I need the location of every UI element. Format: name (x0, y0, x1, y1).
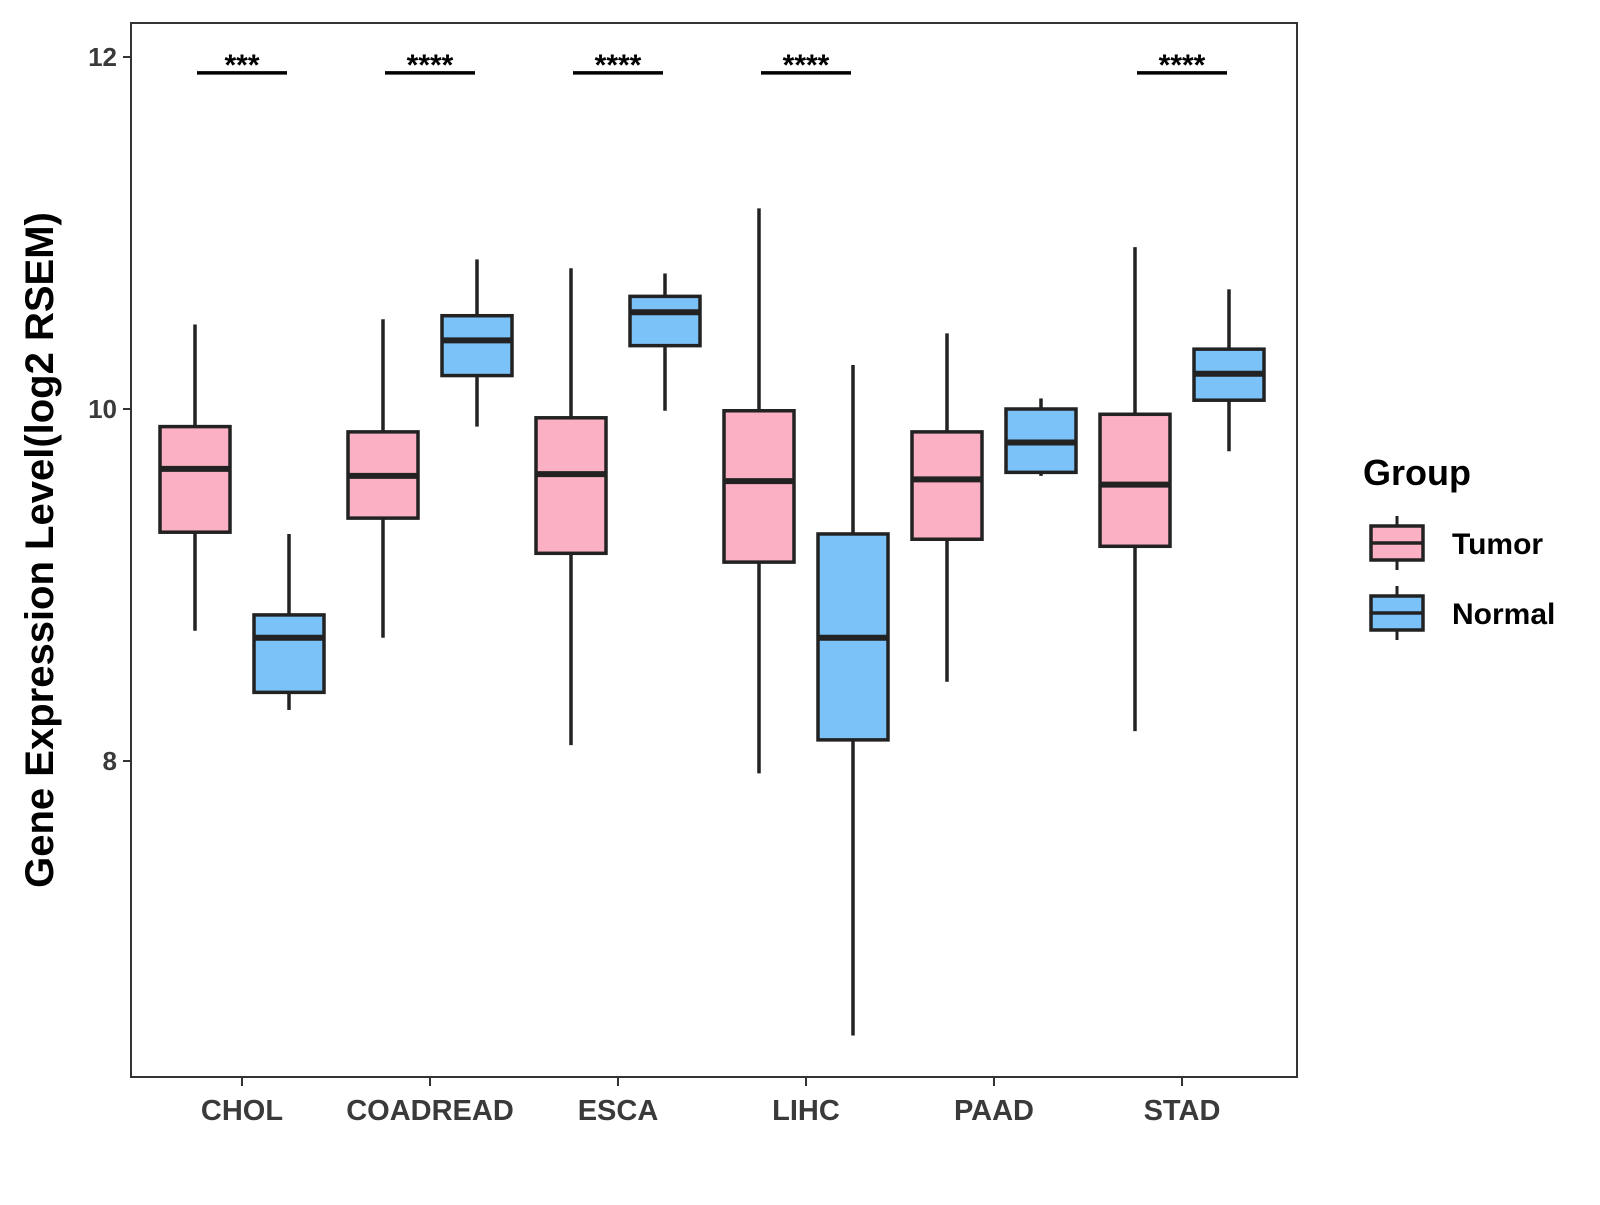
box-normal-stad (1192, 289, 1266, 452)
legend-label-normal: Normal (1452, 598, 1555, 631)
x-tick-label-lihc: LIHC (772, 1095, 840, 1127)
y-tick-label-8: 8 (103, 746, 117, 776)
box-tumor-coadread (346, 319, 420, 638)
box-normal-paad (1004, 398, 1078, 476)
y-axis: 8 10 12 (88, 42, 131, 776)
box-normal-coadread (440, 259, 514, 427)
box-tumor-lihc (722, 208, 796, 774)
box-body-tumor-stad (1098, 412, 1172, 549)
significance-annotations: *** **** **** **** **** (197, 49, 1227, 82)
y-tick-label-12: 12 (88, 42, 117, 72)
x-tick-label-coadread: COADREAD (346, 1095, 514, 1127)
legend: Group Tumor Normal (1363, 452, 1555, 640)
x-tick-label-paad: PAAD (954, 1095, 1034, 1127)
x-tick-label-chol: CHOL (201, 1095, 283, 1127)
box-tumor-stad (1098, 247, 1172, 732)
sig-label-stad: **** (1159, 49, 1206, 82)
x-tick-label-esca: ESCA (578, 1095, 659, 1127)
x-tick-label-stad: STAD (1144, 1095, 1221, 1127)
box-body-normal-esca (628, 294, 702, 348)
legend-item-normal: Normal (1369, 586, 1555, 640)
box-body-tumor-chol (158, 424, 232, 534)
legend-label-tumor: Tumor (1452, 528, 1543, 561)
sig-label-esca: **** (595, 49, 642, 82)
legend-title: Group (1363, 452, 1471, 493)
sig-label-chol: *** (224, 49, 259, 82)
box-tumor-chol (158, 324, 232, 631)
box-series (158, 208, 1266, 1036)
box-body-tumor-paad (910, 430, 984, 541)
plot-panel (130, 22, 1298, 1078)
box-body-normal-chol (252, 613, 326, 695)
y-tick-label-10: 10 (88, 394, 117, 424)
sig-label-coadread: **** (407, 49, 454, 82)
box-tumor-paad (910, 333, 984, 682)
legend-item-tumor: Tumor (1369, 516, 1543, 570)
box-normal-lihc (816, 365, 890, 1036)
box-body-normal-coadread (440, 313, 514, 378)
box-normal-chol (252, 533, 326, 710)
box-normal-esca (628, 273, 702, 411)
y-axis-title: Gene Expression Level(log2 RSEM) (18, 212, 62, 888)
box-body-tumor-esca (534, 416, 608, 556)
box-tumor-esca (534, 268, 608, 746)
sig-label-lihc: **** (783, 49, 830, 82)
box-body-tumor-lihc (722, 409, 796, 564)
x-axis: CHOL COADREAD ESCA LIHC PAAD STAD (201, 1077, 1220, 1127)
